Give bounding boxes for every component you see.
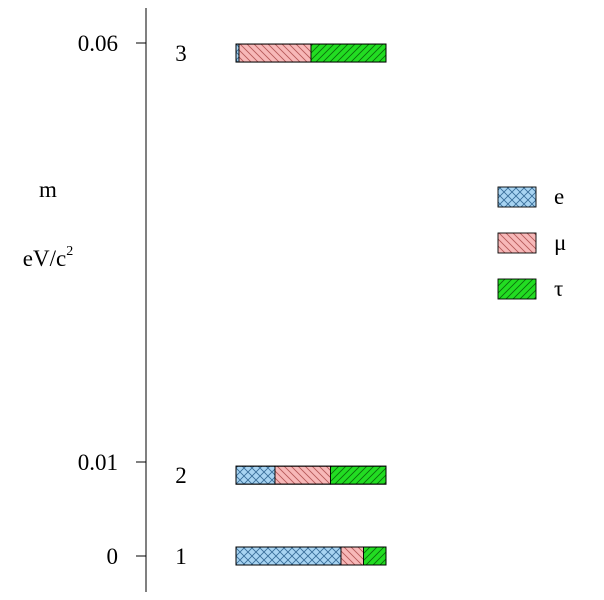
bar-segment-tau [310, 43, 387, 63]
legend-item-tau: τ [497, 276, 563, 301]
legend-item-e: e [497, 184, 564, 209]
legend-swatch [497, 278, 537, 300]
y-axis-title: m eV/c2 [23, 177, 73, 271]
legend-label: τ [554, 276, 563, 301]
legend-label: μ [554, 230, 566, 255]
legend-swatch [497, 186, 537, 208]
y-axis-title-unit: eV/c2 [23, 244, 73, 271]
bar-segment-mu [274, 465, 331, 485]
mass-state-bars: 1 2 3 [175, 41, 387, 569]
mass-state-label: 2 [175, 463, 187, 488]
y-axis-title-m: m [39, 177, 57, 202]
bar-segment-tau [363, 546, 387, 566]
mass-state-label: 3 [175, 41, 187, 66]
legend: eμτ [497, 184, 566, 301]
y-axis-title-unit-exponent: 2 [66, 244, 73, 259]
mass-state-label: 1 [175, 544, 187, 569]
y-tick-label: 0.01 [78, 450, 118, 475]
bar-segment-e [235, 546, 342, 566]
legend-item-mu: μ [497, 230, 566, 255]
legend-swatch [497, 232, 537, 254]
y-tick-label: 0.06 [78, 31, 118, 56]
mass-state-bar: 2 [175, 463, 387, 488]
bar-segment-tau [330, 465, 387, 485]
y-tick-label: 0 [107, 544, 119, 569]
bar-segment-e [235, 465, 276, 485]
bar-segment-mu [340, 546, 364, 566]
y-axis-ticks: 0 0.01 0.06 [78, 31, 146, 569]
mass-state-bar: 1 [175, 544, 387, 569]
bar-outline [235, 465, 387, 485]
mass-state-bar: 3 [175, 41, 387, 66]
legend-label: e [554, 184, 564, 209]
bar-outline [235, 546, 387, 566]
bar-segment-mu [238, 43, 312, 63]
bar-outline [235, 43, 387, 63]
y-axis-title-unit-base: eV/c [23, 246, 66, 271]
